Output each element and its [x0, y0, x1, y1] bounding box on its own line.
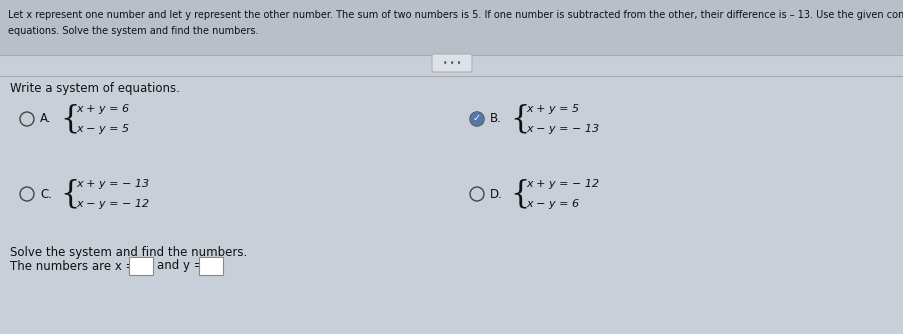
Text: x + y = − 13: x + y = − 13: [76, 179, 149, 189]
FancyBboxPatch shape: [199, 257, 223, 275]
Text: Solve the system and find the numbers.: Solve the system and find the numbers.: [10, 246, 247, 259]
Text: {: {: [509, 178, 529, 209]
Text: x + y = 5: x + y = 5: [526, 104, 579, 114]
Text: ✓: ✓: [472, 113, 480, 123]
Text: {: {: [509, 104, 529, 135]
FancyBboxPatch shape: [129, 257, 153, 275]
Text: The numbers are x =: The numbers are x =: [10, 260, 135, 273]
Text: {: {: [60, 104, 79, 135]
Text: x − y = 6: x − y = 6: [526, 199, 579, 209]
Text: Let x represent one number and let y represent the other number. The sum of two : Let x represent one number and let y rep…: [8, 10, 903, 20]
Text: Write a system of equations.: Write a system of equations.: [10, 82, 180, 95]
Text: equations. Solve the system and find the numbers.: equations. Solve the system and find the…: [8, 26, 258, 36]
Text: {: {: [60, 178, 79, 209]
Text: and y =: and y =: [157, 260, 203, 273]
FancyBboxPatch shape: [432, 54, 471, 72]
Text: x + y = − 12: x + y = − 12: [526, 179, 599, 189]
Text: x − y = − 13: x − y = − 13: [526, 124, 599, 134]
Text: x + y = 6: x + y = 6: [76, 104, 129, 114]
Text: D.: D.: [489, 187, 502, 200]
Text: B.: B.: [489, 113, 501, 126]
Text: x − y = 5: x − y = 5: [76, 124, 129, 134]
Bar: [0, 0, 903, 55]
Text: C.: C.: [40, 187, 52, 200]
Circle shape: [470, 112, 483, 126]
Text: x − y = − 12: x − y = − 12: [76, 199, 149, 209]
Text: • • •: • • •: [442, 58, 461, 67]
Text: A.: A.: [40, 113, 51, 126]
